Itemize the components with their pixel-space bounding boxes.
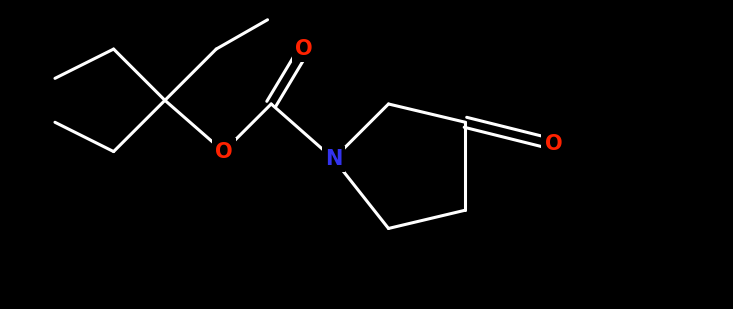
Text: O: O (295, 39, 313, 59)
Text: O: O (545, 134, 562, 154)
Text: N: N (325, 149, 342, 169)
Text: O: O (215, 142, 232, 162)
